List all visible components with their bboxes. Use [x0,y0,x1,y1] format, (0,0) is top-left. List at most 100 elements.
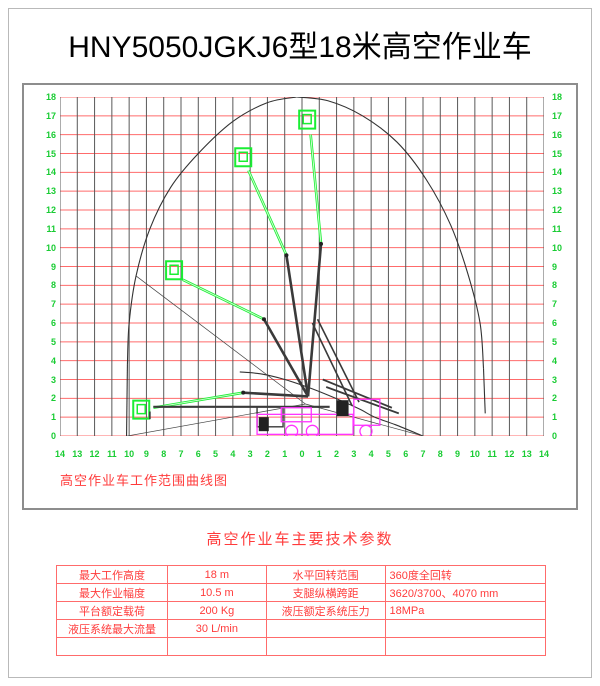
spec-label-2 [265,637,386,656]
x-axis-tick: 1 [282,449,288,459]
x-axis-tick: 10 [124,449,135,459]
spec-value-2: 18MPa [384,601,546,620]
spec-value: 200 Kg [166,601,267,620]
y-axis-left-tick: 13 [45,186,56,197]
x-axis-tick: 9 [455,449,461,459]
x-axis-tick: 3 [351,449,357,459]
y-axis-right-tick: 0 [552,431,558,441]
y-axis-left-tick: 9 [50,261,56,272]
x-axis-tick: 6 [195,449,201,459]
y-axis-right-tick: 3 [552,374,558,385]
x-axis-tick: 11 [107,449,117,459]
chart-plot-area [60,97,544,436]
spec-value: 10.5 m [166,583,267,602]
y-axis-right-tick: 8 [552,280,558,291]
x-axis-tick: 5 [385,449,391,459]
x-axis-tick: 4 [230,449,236,459]
spec-table-row: 最大作业幅度 10.5 m 支腿纵横跨距 3620/3700、4070 mm [56,583,546,602]
y-axis-right-tick: 5 [552,336,558,347]
y-axis-left-tick: 6 [50,318,56,328]
spec-table-row: 液压系统最大流量 30 L/min [56,619,546,638]
y-axis-left-tick: 8 [50,280,56,291]
y-axis-right-tick: 10 [552,242,563,253]
y-axis-left-tick: 17 [45,110,56,121]
x-axis-tick: 0 [299,449,305,459]
chart-caption: 高空作业车工作范围曲线图 [60,473,229,488]
y-axis-right-tick: 12 [552,205,563,215]
x-axis-tick: 8 [437,449,443,459]
x-axis-tick: 11 [487,449,497,459]
outer-frame [8,8,592,678]
y-axis-right-tick: 13 [552,186,563,197]
y-axis-right-tick: 18 [552,92,563,102]
x-axis-tick: 2 [264,449,270,459]
spec-label [56,637,168,656]
y-axis-left-tick: 11 [46,223,56,234]
y-axis-left-tick: 18 [45,92,56,102]
y-axis-left-tick: 4 [50,355,56,366]
x-axis-tick: 7 [420,449,426,459]
spec-value-2: 360度全回转 [384,565,546,584]
y-axis-right-tick: 1 [552,412,558,423]
x-axis-tick: 1 [316,449,322,459]
x-axis-tick: 2 [334,449,340,459]
y-axis-left-tick: 0 [50,431,56,441]
x-axis-tick: 8 [161,449,167,459]
work-range-chart: 18 17 16 15 14 13 12 11 10 9 8 7 6 5 4 3 2 1 0 18 17 16 15 14 1… [22,83,578,510]
y-axis-left-tick: 2 [50,393,56,404]
y-axis-right-tick: 16 [552,129,563,140]
y-axis-left-tick: 1 [50,412,56,423]
spec-table-row: 平台额定载荷 200 Kg 液压额定系统压力 18MPa [56,601,546,620]
y-axis-left-tick: 10 [45,242,56,253]
spec-caption: 高空作业车主要技术参数 [206,531,394,548]
spec-value-2 [384,637,546,656]
y-axis-left-tick: 3 [50,374,56,385]
spec-label-2: 液压额定系统压力 [265,601,386,620]
spec-label: 最大作业幅度 [56,583,168,602]
spec-value: 30 L/min [166,619,267,638]
spec-label-2: 支腿纵横跨距 [265,583,386,602]
y-axis-left-tick: 15 [45,148,56,159]
x-axis-tick: 10 [469,449,480,459]
y-axis-right-tick: 17 [552,110,563,121]
spec-label-2: 水平回转范围 [265,565,386,584]
x-axis-tick: 6 [403,449,409,459]
spec-label: 液压系统最大流量 [56,619,168,638]
y-axis-left-tick: 16 [45,129,56,140]
y-axis-left-tick: 5 [50,336,56,347]
spec-value: 18 m [166,565,267,584]
y-axis-right-tick: 11 [552,223,562,234]
y-axis-right-tick: 2 [552,393,558,404]
y-axis-right-tick: 15 [552,148,563,159]
x-axis-tick: 13 [72,449,83,459]
y-axis-left-tick: 7 [50,299,56,310]
x-axis-tick: 4 [368,449,374,459]
y-axis-right-tick: 9 [552,261,558,272]
x-axis-tick: 3 [247,449,253,459]
spec-value-2: 3620/3700、4070 mm [384,583,546,602]
spec-label: 平台额定载荷 [56,601,168,620]
spec-table-row: 最大工作高度 18 m 水平回转范围 360度全回转 [56,565,546,584]
x-axis-tick: 12 [504,449,515,459]
x-axis-tick: 13 [521,449,532,459]
x-axis-tick: 14 [54,449,65,459]
spec-label: 最大工作高度 [56,565,168,584]
x-axis-tick: 9 [143,449,149,459]
y-axis-right-tick: 4 [552,355,558,366]
spec-table-row [56,637,546,656]
chart-graphics [60,97,544,436]
page-title: HNY5050JGKJ6型18米高空作业车 [68,31,532,64]
spec-value [166,637,267,656]
x-axis-tick: 5 [213,449,219,459]
y-axis-right-tick: 6 [552,318,558,328]
y-axis-right-tick: 7 [552,299,558,310]
x-axis-tick: 14 [538,449,549,459]
y-axis-right-tick: 14 [552,167,563,178]
x-axis-tick: 12 [89,449,100,459]
spec-value-2 [384,619,546,638]
y-axis-left-tick: 12 [45,205,56,215]
x-axis-tick: 7 [178,449,184,459]
spec-label-2 [265,619,386,638]
y-axis-left-tick: 14 [45,167,56,178]
